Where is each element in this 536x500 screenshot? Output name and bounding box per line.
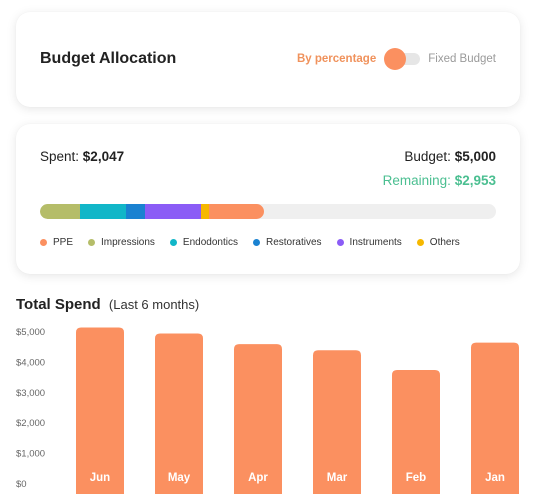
- budget-label: Budget:: [404, 149, 451, 164]
- legend-label: Instruments: [349, 237, 402, 248]
- budget-summary-card: Spent: $2,047 Budget: $5,000 Remaining: …: [16, 124, 520, 274]
- legend-item-ppe: PPE: [40, 237, 73, 248]
- y-tick-label: $4,000: [16, 357, 45, 368]
- fixed-budget-option[interactable]: Fixed Budget: [428, 53, 496, 65]
- y-tick-label: $0: [16, 479, 27, 490]
- spent-label: Spent:: [40, 149, 80, 164]
- legend-dot: [252, 239, 260, 246]
- spend-bar-jan[interactable]: [471, 342, 519, 494]
- switch-knob: [384, 48, 407, 70]
- spending-breakdown-bar: [40, 204, 496, 219]
- legend-dot: [40, 239, 47, 246]
- spend-bar-may[interactable]: [155, 333, 203, 494]
- y-tick-label: $1,000: [16, 449, 45, 460]
- spent-value: $2,047: [82, 149, 125, 164]
- breakdown-segment-endodontics: [80, 204, 127, 219]
- legend-label: Impressions: [101, 237, 155, 248]
- total-spend-subtitle: (Last 6 months): [108, 297, 200, 312]
- legend-item-impressions: Impressions: [88, 237, 155, 248]
- y-tick-label: $3,000: [16, 388, 45, 399]
- budget-value: $5,000: [454, 149, 496, 164]
- legend-dot: [336, 239, 344, 246]
- legend-label: PPE: [53, 237, 74, 248]
- y-tick-label: $2,000: [16, 418, 45, 429]
- total-spend-heading: Total Spend (Last 6 months): [16, 296, 199, 313]
- y-tick-label: $5,000: [16, 327, 45, 338]
- breakdown-segment-instruments: [145, 204, 202, 219]
- x-tick-label: Apr: [248, 472, 268, 484]
- legend-item-others: Others: [416, 237, 460, 248]
- spend-bar-jun[interactable]: [76, 327, 124, 494]
- legend-item-endodontics: Endodontics: [169, 237, 238, 248]
- spend-bar-apr[interactable]: [234, 344, 282, 494]
- total-spend-chart: $0 $1,000 $2,000 $3,000 $4,000 $5,000 Jun May Ap…: [16, 327, 519, 494]
- legend-item-restoratives: Restoratives: [252, 237, 322, 248]
- category-legend: PPE Impressions Endodontics Restoratives Ins…: [40, 237, 460, 248]
- x-tick-label: Jan: [485, 472, 505, 484]
- allocation-mode-switch[interactable]: [384, 48, 421, 70]
- spend-bar-mar[interactable]: [313, 350, 361, 494]
- breakdown-segment-impressions: [40, 204, 81, 219]
- breakdown-segment-others: [201, 204, 209, 219]
- remaining-value: $2,953: [454, 173, 496, 188]
- legend-dot: [169, 239, 177, 246]
- breakdown-segment-restoratives: [126, 204, 146, 219]
- budget-amount: Budget: $5,000: [404, 149, 496, 164]
- legend-dot: [416, 239, 424, 246]
- breakdown-segment-ppe: [208, 204, 264, 219]
- by-percentage-option[interactable]: By percentage: [296, 53, 377, 65]
- remaining-label: Remaining:: [382, 173, 451, 188]
- budget-allocation-card: Budget Allocation By percentage Fixed Bu…: [16, 12, 520, 107]
- remaining-amount: Remaining: $2,953: [383, 173, 496, 188]
- legend-label: Others: [429, 237, 460, 248]
- budget-allocation-title: Budget Allocation: [40, 50, 177, 67]
- allocation-mode-toggle: By percentage Fixed Budget: [296, 48, 496, 70]
- spent-amount: Spent: $2,047: [40, 149, 124, 164]
- spend-bar-feb[interactable]: [392, 370, 440, 494]
- legend-label: Endodontics: [182, 237, 238, 248]
- legend-dot: [88, 239, 96, 246]
- x-tick-label: Feb: [406, 472, 426, 484]
- legend-item-instruments: Instruments: [336, 237, 402, 248]
- x-tick-label: Mar: [327, 472, 348, 484]
- legend-label: Restoratives: [265, 237, 322, 248]
- x-tick-label: Jun: [90, 472, 110, 484]
- total-spend-title: Total Spend: [16, 296, 101, 313]
- x-tick-label: May: [168, 472, 191, 484]
